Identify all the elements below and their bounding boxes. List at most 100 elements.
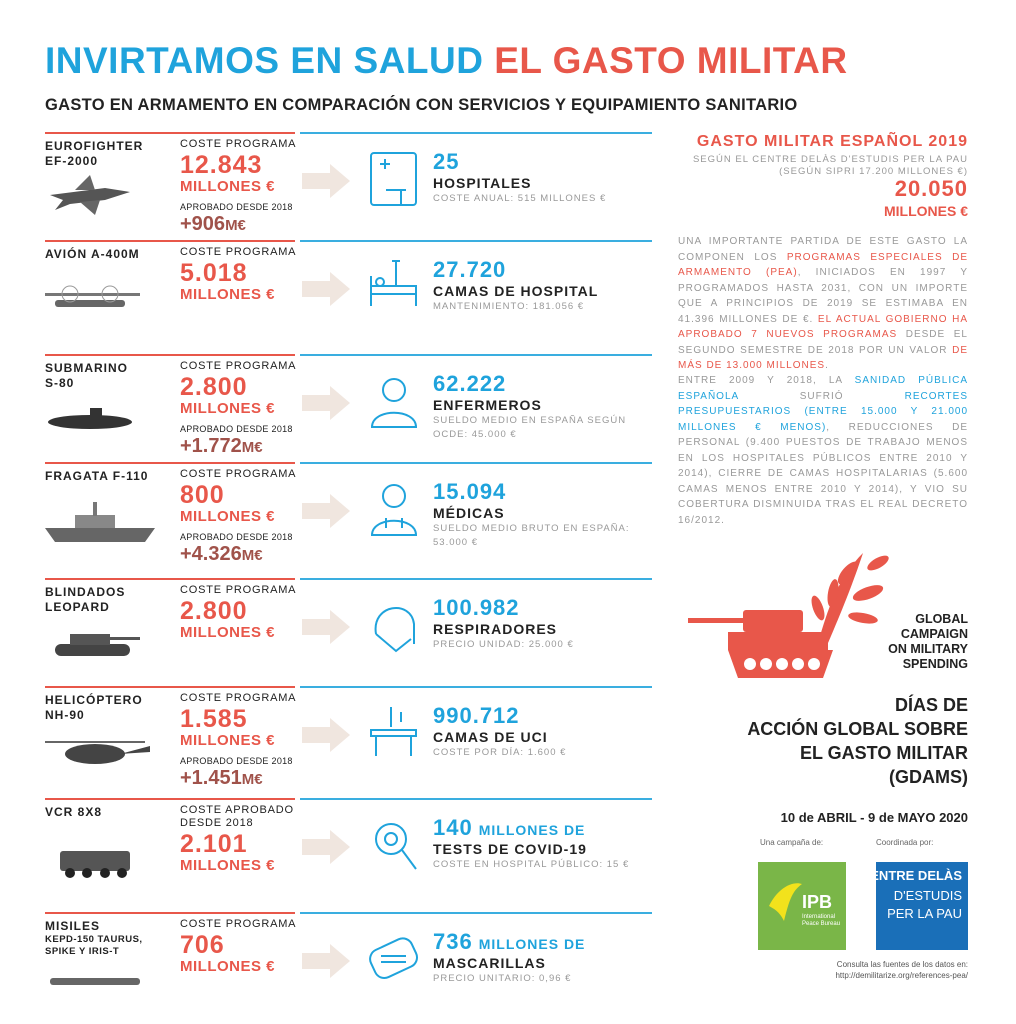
- highlight: PROGRAMAS ESPECIALES DE ARMAMENTO (PEA): [678, 251, 968, 279]
- divider-red: [45, 462, 295, 464]
- approved-value: +1.451: [180, 767, 242, 789]
- health-note-line: PRECIO UNIDAD: 25.000 €: [433, 639, 574, 650]
- weapon-name-line: EUROFIGHTER: [45, 139, 144, 153]
- divider-blue: [300, 132, 652, 134]
- approved-unit: M€: [225, 217, 246, 234]
- cost-label-line: COSTE PROGRAMA: [180, 468, 297, 480]
- health-note-line: SUELDO MEDIO EN ESPAÑA SEGÚN: [433, 415, 627, 426]
- cost-label: COSTE PROGRAMA: [180, 692, 296, 705]
- cost-unit: MILLONES €: [180, 857, 276, 874]
- approved: +1.772M€: [180, 435, 263, 458]
- arrow: [302, 610, 350, 644]
- health-icon: [370, 260, 417, 306]
- cost-value: 2.101: [180, 830, 248, 858]
- cost-label-line: DESDE 2018: [180, 817, 254, 829]
- delas-line: D'ESTUDIS: [893, 888, 962, 903]
- paragraph: ENTRE 2009 Y 2018, LA SANIDAD PÚBLICA ES…: [678, 373, 968, 528]
- approved-label: APROBADO DESDE 2018: [180, 424, 293, 434]
- paragraph: UNA IMPORTANTE PARTIDA DE ESTE GASTO LA …: [678, 234, 968, 374]
- event-line: ACCIÓN GLOBAL SOBRE: [747, 719, 968, 739]
- approved: +1.451M€: [180, 767, 263, 790]
- weapon-image: [50, 978, 140, 985]
- health-value: 62.222: [433, 371, 507, 396]
- health-note-line: COSTE POR DÍA: 1.600 €: [433, 747, 567, 758]
- cost-label-line: COSTE APROBADO: [180, 804, 294, 816]
- ipb-name-line: International: [802, 914, 836, 920]
- health-value: 100.982: [433, 595, 520, 620]
- logo-line: GLOBAL: [915, 612, 968, 626]
- approved-value: +1.772: [180, 435, 242, 457]
- divider-red: [45, 578, 295, 580]
- approved-label: APROBADO DESDE 2018: [180, 532, 293, 542]
- health-label: CAMAS DE HOSPITAL: [433, 283, 599, 299]
- panel-total: 20.050: [894, 176, 968, 201]
- health-value: 15.094: [433, 479, 507, 504]
- title-part: EL GASTO MILITAR: [494, 40, 848, 81]
- cost-value: 2.800: [180, 373, 248, 401]
- weapon-name-line: MISILES: [45, 919, 101, 933]
- footer-url: http://demilitarize.org/references-pea/: [835, 971, 968, 980]
- divider-blue: [300, 462, 652, 464]
- approved: +906M€: [180, 213, 246, 236]
- health-note-line: COSTE EN HOSPITAL PÚBLICO: 15 €: [433, 859, 630, 870]
- divider-red: [45, 798, 295, 800]
- health-label: TESTS DE COVID-19: [433, 841, 587, 857]
- approved: +4.326M€: [180, 543, 263, 566]
- weapon-name-line: NH-90: [45, 708, 85, 722]
- cost-label: COSTE APROBADO DESDE 2018: [180, 804, 294, 830]
- approved-unit: M€: [241, 439, 263, 456]
- ipb-logo: IPB International Peace Bureau: [758, 862, 846, 950]
- weapon-image: [45, 285, 140, 307]
- divider-red: [45, 240, 295, 242]
- health-value-line: 736 MILLONES DE: [433, 929, 585, 955]
- cost-label-line: COSTE PROGRAMA: [180, 692, 297, 704]
- health-value-line: 27.720: [433, 257, 506, 283]
- cost-unit: MILLONES €: [180, 178, 276, 195]
- cost-label-line: COSTE PROGRAMA: [180, 918, 297, 930]
- health-label: HOSPITALES: [433, 175, 532, 191]
- approved-label: APROBADO DESDE 2018: [180, 756, 293, 766]
- health-note: PRECIO UNITARIO: 0,96 €: [433, 972, 571, 986]
- approved-value: +4.326: [180, 543, 242, 565]
- approved-unit: M€: [241, 771, 263, 788]
- health-icon: [374, 607, 415, 653]
- weapon-image: [48, 408, 132, 429]
- weapon-name-line: HELICÓPTERO: [45, 693, 143, 707]
- weapon-image: [45, 502, 155, 542]
- health-note: COSTE ANUAL: 515 MILLONES €: [433, 192, 606, 206]
- health-label: MÉDICAS: [433, 505, 505, 521]
- cost-label-line: COSTE PROGRAMA: [180, 584, 297, 596]
- weapon-image: [50, 175, 130, 215]
- health-value: 27.720: [433, 257, 507, 282]
- weapon-name-line: S-80: [45, 376, 75, 390]
- health-value-line: 140 MILLONES DE: [433, 815, 585, 841]
- weapon-subname: SPIKE Y IRIS-T: [45, 946, 120, 957]
- health-note: PRECIO UNIDAD: 25.000 €: [433, 638, 574, 652]
- approved-value: +906: [180, 213, 226, 235]
- panel-sipri: (SEGÚN SIPRI 17.200 MILLONES €): [779, 166, 968, 177]
- event-line: (GDAMS): [889, 767, 968, 787]
- highlight: RECORTES PRESUPUESTARIOS (ENTRE 15.000 Y…: [678, 390, 968, 433]
- health-value-line: 62.222: [433, 371, 506, 397]
- delas-line: PER LA PAU: [887, 906, 962, 921]
- health-note-line: OCDE: 45.000 €: [433, 429, 517, 440]
- cost-label-line: COSTE PROGRAMA: [180, 138, 297, 150]
- cost-unit: MILLONES €: [180, 732, 276, 749]
- health-note: SUELDO MEDIO BRUTO EN ESPAÑA: 53.000 €: [433, 522, 630, 550]
- weapon-name: BLINDADOS LEOPARD: [45, 585, 125, 615]
- delas-logo: CENTRE DELÀS D'ESTUDIS PER LA PAU: [861, 862, 968, 950]
- health-note: MANTENIMIENTO: 181.056 €: [433, 300, 584, 314]
- approved-unit: M€: [241, 547, 263, 564]
- health-note-line: COSTE ANUAL: 515 MILLONES €: [433, 193, 607, 204]
- weapon-name-line: EF-2000: [45, 154, 99, 168]
- divider-blue: [300, 578, 652, 580]
- event-line: DÍAS DE: [894, 695, 968, 715]
- health-note-line: 53.000 €: [433, 537, 478, 548]
- health-unit: MILLONES DE: [478, 936, 586, 952]
- text-segment: DESDE EL SEGUNDO SEMESTRE DE 2018 POR UN…: [678, 329, 968, 356]
- health-icon: [370, 707, 417, 756]
- health-value-line: 15.094: [433, 479, 506, 505]
- arrow: [302, 944, 350, 978]
- weapon-image: [55, 634, 140, 656]
